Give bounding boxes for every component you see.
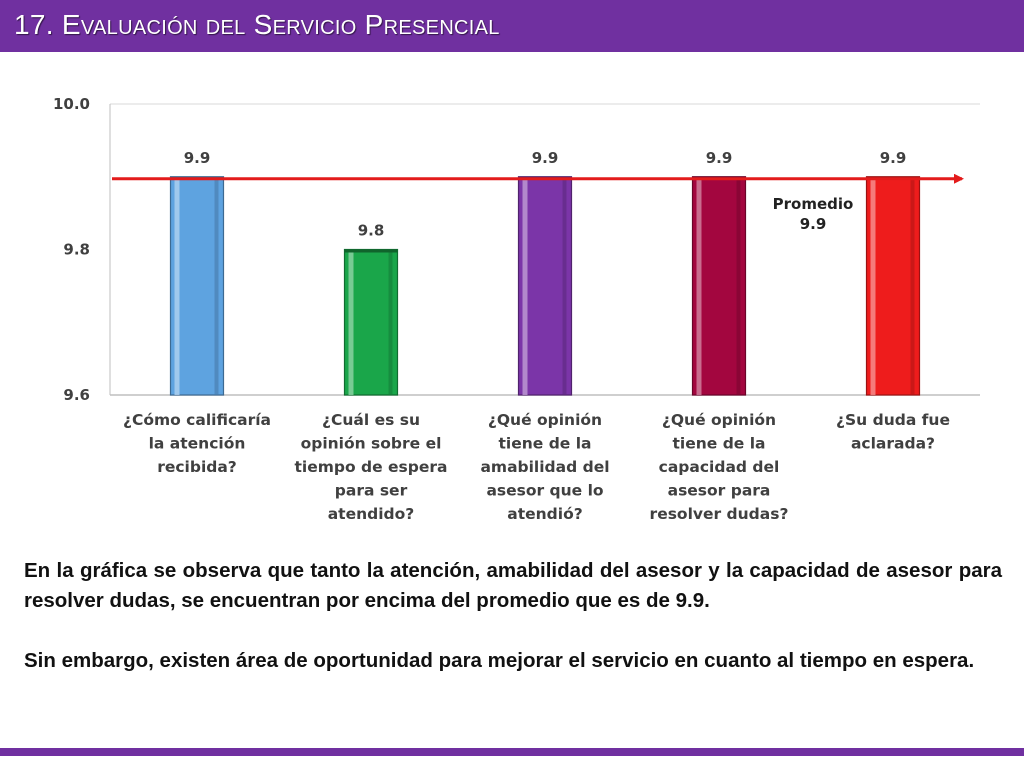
bar-highlight [870,178,876,395]
category-label-line: ¿Cómo calificaría [123,411,271,429]
category-label-line: asesor para [668,482,771,500]
slide-title: 17. Evaluación del Servicio Presencial [14,9,500,40]
category-label-4: ¿Qué opinión tiene de la capacidad del ases… [650,411,789,523]
bar-5 [865,176,921,396]
y-tick-label: 10.0 [53,95,90,113]
bar-shade [910,178,915,395]
chart-bars [169,176,921,396]
bar-highlight [696,178,702,395]
bar-shade [736,178,741,395]
category-label-line: asesor que lo [486,482,603,500]
bar-chart: 9.6 9.8 10.0 9.9 ¿Cómo calificaría la atenci… [53,95,980,523]
category-label-line: tiene de la [673,435,766,453]
category-label-line: capacidad del [659,458,780,476]
bar-shade [214,178,219,395]
commentary-paragraph-1: En la gráfica se observa que tanto la at… [24,559,1002,612]
y-tick-label: 9.6 [63,386,90,404]
commentary: En la gráfica se observa que tanto la at… [24,556,1002,706]
bar-shade [562,178,567,395]
y-tick-label: 9.8 [63,241,90,259]
bar-cap [344,249,398,253]
average-label: Promedio 9.9 [773,195,854,233]
bar-highlight [348,251,354,395]
category-label-line: opinión sobre el [301,435,442,453]
category-label-3: ¿Qué opinión tiene de la amabilidad del ase… [480,411,609,523]
data-label-5: 9.9 [880,149,907,167]
category-label-1: ¿Cómo calificaría la atención recibida? [123,411,271,476]
average-label-line: 9.9 [800,215,827,233]
category-label-line: atendido? [328,505,415,523]
category-label-line: atendió? [507,505,582,523]
chart-labels: 9.9 ¿Cómo calificaría la atención recibida?… [123,149,950,523]
data-label-3: 9.9 [532,149,559,167]
bar-3 [517,176,573,396]
category-label-line: ¿Qué opinión [662,411,776,429]
bar-highlight [174,178,180,395]
data-label-2: 9.8 [358,222,385,240]
category-label-2: ¿Cuál es su opinión sobre el tiempo de esp… [295,411,448,523]
commentary-paragraph-2: Sin embargo, existen área de oportunidad… [24,649,975,672]
data-label-4: 9.9 [706,149,733,167]
bar-4 [691,176,747,396]
category-label-line: resolver dudas? [650,505,789,523]
category-label-line: ¿Qué opinión [488,411,602,429]
title-bar: 17. Evaluación del Servicio Presencial [0,0,1024,52]
category-label-line: tiempo de espera [295,458,448,476]
category-label-line: la atención [149,435,246,453]
bar-highlight [522,178,528,395]
category-label-line: tiene de la [499,435,592,453]
average-label-line: Promedio [773,195,854,213]
category-label-line: recibida? [157,458,237,476]
bar-1 [169,176,225,396]
data-label-1: 9.9 [184,149,211,167]
category-label-5: ¿Su duda fue aclarada? [836,411,950,453]
category-label-line: ¿Cuál es su [322,411,420,429]
bar-shade [388,251,393,395]
category-label-line: amabilidad del [480,458,609,476]
category-label-line: para ser [335,482,408,500]
bottom-bar [0,748,1024,756]
bar-2 [343,248,399,396]
category-label-line: aclarada? [851,435,935,453]
category-label-line: ¿Su duda fue [836,411,950,429]
average-line-group: Promedio 9.9 [112,173,964,233]
